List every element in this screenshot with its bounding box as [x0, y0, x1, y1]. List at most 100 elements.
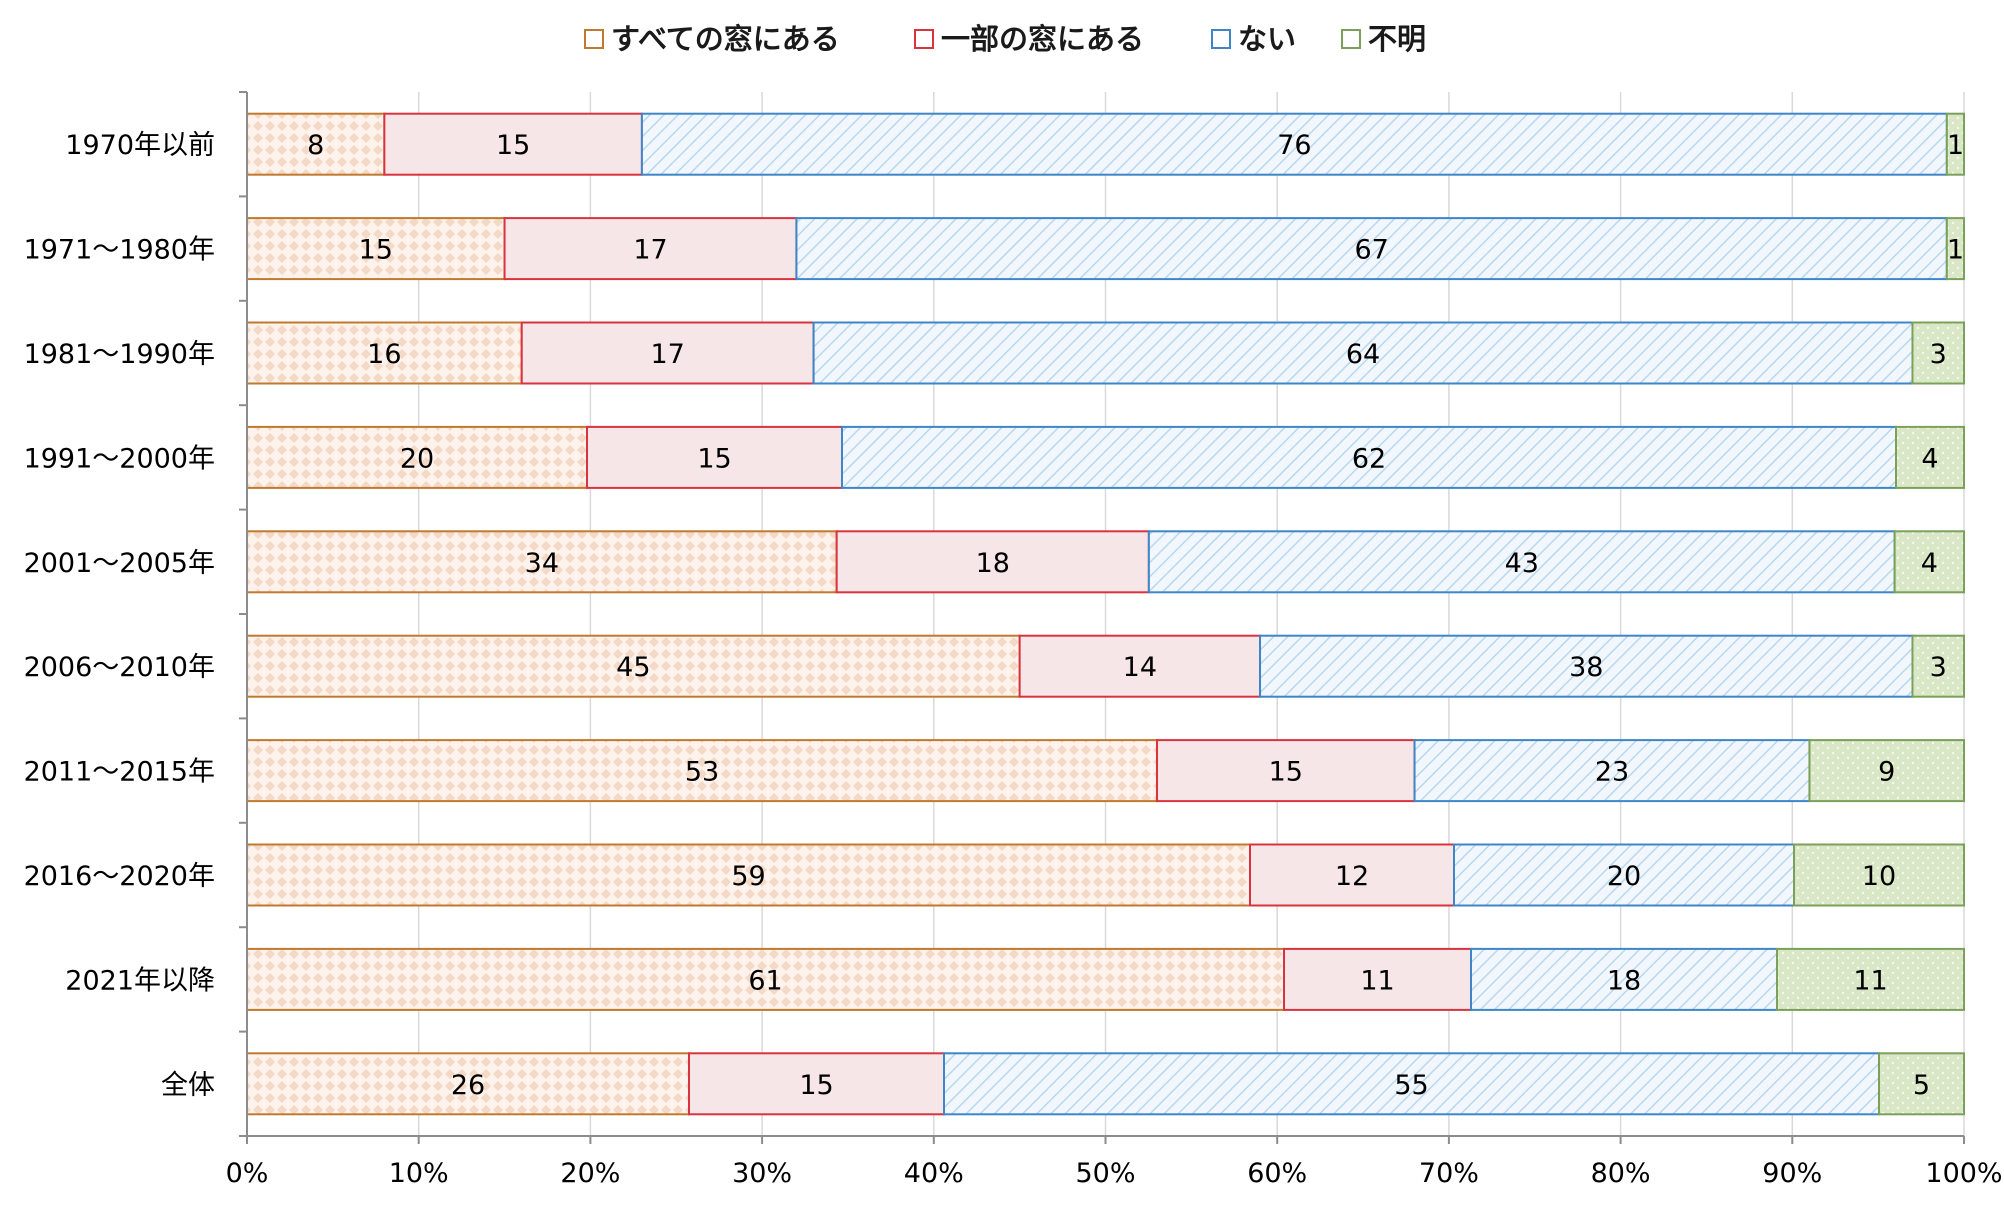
data-label-8-1: 11 [1360, 965, 1394, 996]
data-label-0-0: 8 [307, 130, 324, 161]
legend-swatch-1 [914, 29, 934, 49]
bar-segment-8-0 [246, 947, 1285, 1011]
data-label-7-3: 10 [1862, 861, 1896, 892]
data-label-3-2: 62 [1352, 443, 1386, 474]
data-label-4-3: 4 [1921, 548, 1938, 579]
category-label-6: 2011～2015年 [24, 757, 215, 788]
category-label-2: 1981～1990年 [24, 339, 215, 370]
bar-segment-4-3 [1893, 530, 1965, 594]
data-label-6-0: 53 [685, 757, 719, 788]
data-label-5-2: 38 [1569, 652, 1603, 683]
bar-segment-2-2 [812, 321, 1914, 385]
x-tick-label-9: 90% [1762, 1158, 1822, 1189]
bar-segment-5-2 [1259, 634, 1914, 698]
bar-segment-5-3 [1911, 634, 1965, 698]
data-label-5-3: 3 [1930, 652, 1947, 683]
bar-segment-8-3 [1776, 947, 1965, 1011]
bar-segment-1-2 [795, 217, 1948, 281]
data-label-1-3: 1 [1947, 235, 1964, 266]
category-label-9: 全体 [161, 1070, 215, 1101]
x-tick-label-6: 60% [1247, 1158, 1307, 1189]
legend-label-1: 一部の窓にある [941, 22, 1144, 56]
data-label-2-1: 17 [650, 339, 684, 370]
bar-segment-5-1 [1018, 634, 1262, 698]
bar-segment-4-1 [835, 530, 1150, 594]
bar-segment-9-0 [246, 1052, 690, 1116]
x-tick-label-4: 40% [904, 1158, 964, 1189]
legend-label-2: ない [1238, 22, 1296, 56]
bar-segment-8-2 [1470, 947, 1778, 1011]
x-tick-label-0: 0% [226, 1158, 269, 1189]
bar-segment-2-0 [246, 321, 523, 385]
bar-segment-3-1 [586, 425, 843, 489]
bar-segment-1-1 [503, 217, 798, 281]
data-label-6-2: 23 [1595, 757, 1629, 788]
bar-segment-7-3 [1793, 843, 1965, 907]
bar-segment-0-2 [640, 112, 1948, 176]
data-label-0-3: 1 [1947, 130, 1964, 161]
x-tick-label-1: 10% [389, 1158, 449, 1189]
bar-segment-2-1 [520, 321, 815, 385]
data-label-7-2: 20 [1607, 861, 1641, 892]
data-label-7-0: 59 [731, 861, 765, 892]
category-label-7: 2016～2020年 [24, 861, 215, 892]
data-label-9-0: 26 [451, 1070, 485, 1101]
bar-segment-9-3 [1878, 1052, 1965, 1116]
x-tick-label-2: 20% [560, 1158, 620, 1189]
data-label-9-3: 5 [1913, 1070, 1930, 1101]
axes: 1970年以前1971～1980年1981～1990年1991～2000年200… [24, 91, 2003, 1189]
data-label-9-2: 55 [1394, 1070, 1428, 1101]
x-tick-label-10: 100% [1925, 1158, 2002, 1189]
data-label-3-1: 15 [697, 443, 731, 474]
category-label-0: 1970年以前 [65, 130, 215, 161]
legend-label-0: すべての窓にある [611, 22, 840, 56]
bar-segment-4-0 [246, 530, 838, 594]
data-label-7-1: 12 [1335, 861, 1369, 892]
category-label-1: 1971～1980年 [24, 235, 215, 266]
data-label-4-0: 34 [525, 548, 559, 579]
data-label-0-1: 15 [496, 130, 530, 161]
data-label-5-1: 14 [1123, 652, 1157, 683]
data-label-1-2: 67 [1354, 235, 1388, 266]
data-label-9-1: 15 [799, 1070, 833, 1101]
data-label-1-0: 15 [359, 235, 393, 266]
x-tick-label-5: 50% [1075, 1158, 1135, 1189]
data-label-2-0: 16 [367, 339, 401, 370]
data-label-8-3: 11 [1853, 965, 1887, 996]
bars: 8 15 76 115 17 67 116 17 64 320 15 62 434 18 43 445 14 38… [246, 112, 1965, 1116]
bar-segment-4-2 [1147, 530, 1896, 594]
data-label-5-0: 45 [616, 652, 650, 683]
x-tick-label-8: 80% [1591, 1158, 1651, 1189]
data-label-6-3: 9 [1878, 757, 1895, 788]
legend-swatch-2 [1211, 29, 1231, 49]
data-label-3-0: 20 [400, 443, 434, 474]
category-label-5: 2006～2010年 [24, 652, 215, 683]
data-label-4-2: 43 [1505, 548, 1539, 579]
x-tick-label-3: 30% [732, 1158, 792, 1189]
bar-segment-0-3 [1945, 112, 1965, 176]
bar-segment-9-1 [688, 1052, 945, 1116]
data-label-8-2: 18 [1607, 965, 1641, 996]
data-label-2-2: 64 [1346, 339, 1380, 370]
legend-swatch-3 [1341, 29, 1361, 49]
legend-swatch-0 [584, 29, 604, 49]
category-label-3: 1991～2000年 [24, 443, 215, 474]
data-label-6-1: 15 [1269, 757, 1303, 788]
bar-segment-3-2 [841, 425, 1897, 489]
bar-segment-3-3 [1895, 425, 1965, 489]
bar-segment-7-2 [1453, 843, 1795, 907]
data-label-8-0: 61 [748, 965, 782, 996]
bar-segment-1-3 [1945, 217, 1965, 281]
bar-segment-6-3 [1808, 739, 1965, 803]
bar-segment-9-2 [943, 1052, 1880, 1116]
data-label-3-3: 4 [1921, 443, 1938, 474]
bar-segment-7-1 [1249, 843, 1455, 907]
bar-segment-6-2 [1413, 739, 1811, 803]
data-label-4-1: 18 [976, 548, 1010, 579]
legend-label-3: 不明 [1368, 22, 1426, 56]
category-label-4: 2001～2005年 [24, 548, 215, 579]
bar-segment-0-1 [383, 112, 643, 176]
legend: すべての窓にある 一部の窓にある ない 不明 [584, 22, 1426, 56]
data-label-1-1: 17 [633, 235, 667, 266]
